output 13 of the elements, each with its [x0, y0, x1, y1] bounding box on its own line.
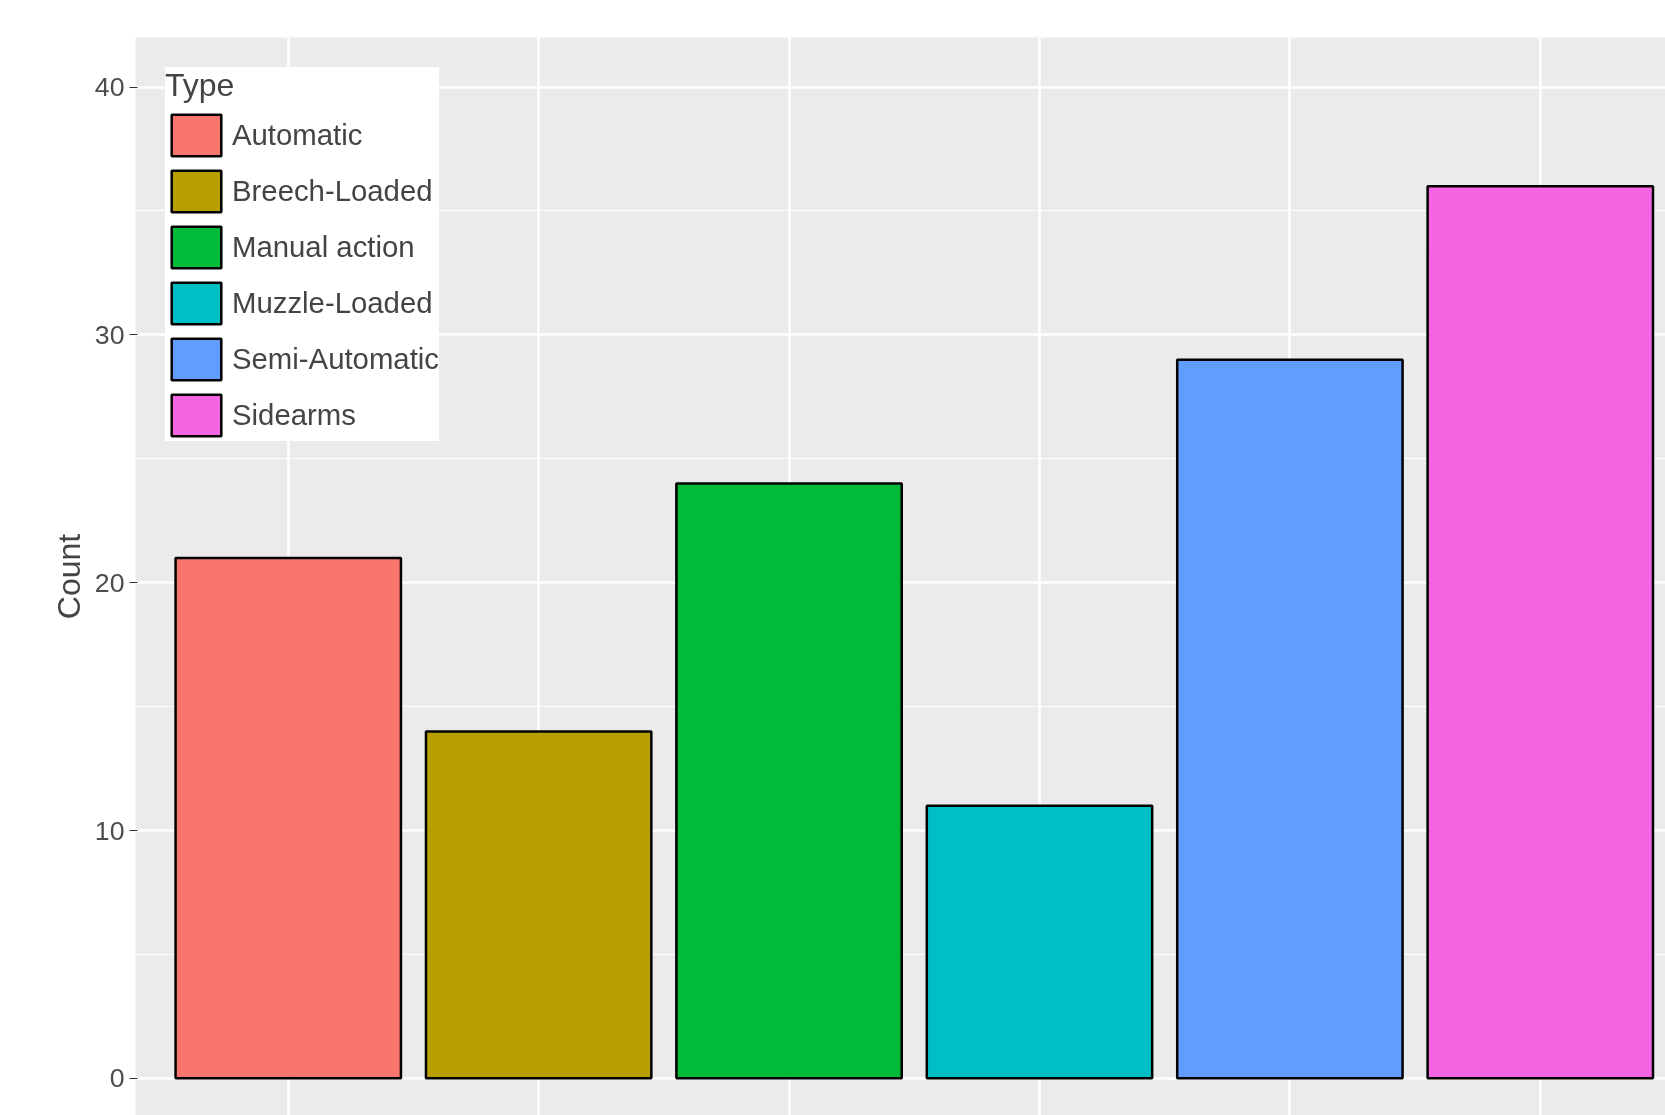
- legend-label: Automatic: [232, 118, 363, 152]
- legend-label: Manual action: [232, 230, 415, 264]
- y-axis-title: Count: [50, 533, 87, 620]
- y-tick-label: 10: [94, 815, 125, 846]
- y-tick-label: 30: [94, 319, 125, 350]
- legend-label: Breech-Loaded: [232, 174, 433, 208]
- y-tick-label: 20: [94, 567, 125, 598]
- legend-title: Type: [165, 67, 236, 104]
- legend-label: Semi-Automatic: [232, 342, 439, 376]
- legend-label: Muzzle-Loaded: [232, 286, 433, 320]
- y-tick-label: 0: [109, 1063, 125, 1094]
- legend-label: Sidearms: [232, 398, 356, 432]
- y-tick-label: 40: [94, 72, 125, 103]
